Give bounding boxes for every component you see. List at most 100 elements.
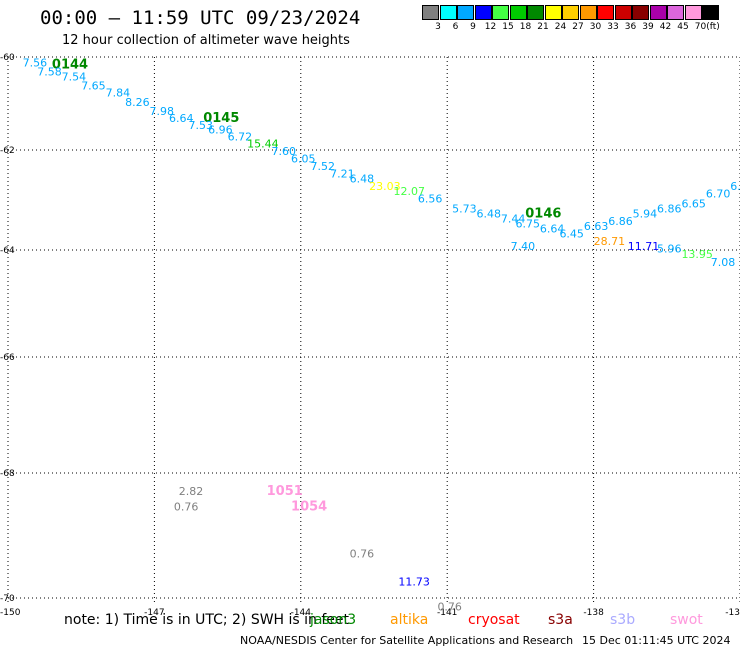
legend-bin-label: 12 xyxy=(484,22,497,32)
pass-time-label: 0144 xyxy=(52,58,88,73)
wave-height-value: 13.95 xyxy=(681,248,713,261)
longitude-label: -141 xyxy=(437,608,457,618)
wave-height-value: 11.73 xyxy=(398,576,430,589)
legend-swatch xyxy=(667,5,684,20)
wave-height-value: 6.05 xyxy=(291,153,316,166)
legend-swatch xyxy=(509,5,527,20)
wave-height-value: 11.71 xyxy=(628,240,660,253)
wave-height-value: 6.70 xyxy=(706,188,731,201)
legend-bin-label: 6 xyxy=(452,22,459,32)
pass-time-label: 1051 xyxy=(267,484,303,499)
latitude-label: -66 xyxy=(0,353,15,363)
wave-height-value: 6.86 xyxy=(608,215,633,228)
legend-swatch xyxy=(422,5,439,20)
legend-bin-label: 39 xyxy=(642,22,654,32)
legend-swatch xyxy=(562,5,579,20)
wave-height-value: 7.40 xyxy=(511,240,536,253)
longitude-label: -144 xyxy=(291,608,312,618)
legend-bin-label: 9 xyxy=(470,22,476,32)
wave-height-value: 0.76 xyxy=(437,601,462,614)
satellite-name: swot xyxy=(670,612,703,628)
wave-height-value: 7.65 xyxy=(81,80,106,93)
pass-time-label: 0146 xyxy=(525,207,561,222)
legend-bin-label: 24 xyxy=(554,22,567,32)
graticule xyxy=(7,56,740,603)
legend-bin-label: 21 xyxy=(537,22,549,32)
legend-unit: (ft) xyxy=(706,22,720,32)
wave-height-value: 7.08 xyxy=(711,256,736,269)
legend-bin-label: 30 xyxy=(589,22,602,32)
latitude-label: -62 xyxy=(0,146,15,156)
latitude-label: -70 xyxy=(0,594,15,604)
wave-height-value: 7.52 xyxy=(311,160,336,173)
wave-height-value: 7.58 xyxy=(37,66,62,79)
wave-height-value: 2.82 xyxy=(179,485,204,498)
pass-time-label: 0145 xyxy=(203,111,239,126)
wave-height-value: 23.03 xyxy=(369,180,401,193)
legend-bin-label: 3 xyxy=(435,22,441,32)
legend-swatch xyxy=(649,5,667,20)
wave-height-value: 28.71 xyxy=(594,235,626,248)
legend-bin-label: 18 xyxy=(519,22,532,32)
legend-bin-label: 33 xyxy=(607,22,619,32)
wave-height-value: 6.40 xyxy=(730,180,740,193)
legend-bin-label: 36 xyxy=(624,22,637,32)
wave-height-value: 6.64 xyxy=(169,112,194,125)
satellite-name: s3b xyxy=(610,612,636,628)
map-subtitle: 12 hour collection of altimeter wave hei… xyxy=(62,33,350,48)
legend-swatch xyxy=(614,5,632,20)
longitude-label: -147 xyxy=(144,608,164,618)
map-title: 00:00 – 11:59 UTC 09/23/2024 xyxy=(40,7,361,29)
satellite-name: altika xyxy=(390,612,429,628)
wave-height-value: 7.84 xyxy=(106,87,131,100)
wave-height-value: 5.73 xyxy=(452,203,477,216)
longitude-label: -13 xyxy=(725,608,740,618)
wave-height-value: 6.72 xyxy=(228,131,253,144)
legend-swatch xyxy=(632,5,649,20)
wave-height-value: 8.26 xyxy=(125,96,149,109)
wave-height-value: 5.96 xyxy=(657,243,682,256)
legend-swatch xyxy=(597,5,614,20)
legend-swatch xyxy=(544,5,562,20)
latitude-label: -68 xyxy=(0,469,15,479)
legend-swatch xyxy=(702,5,719,20)
wave-height-value: 0.76 xyxy=(350,547,375,560)
credit-line: NOAA/NESDIS Center for Satellite Applica… xyxy=(240,634,574,647)
longitude-label: -138 xyxy=(583,608,604,618)
wave-height-value: 6.65 xyxy=(681,198,706,211)
legend-swatch xyxy=(474,5,492,20)
wave-height-value: 6.48 xyxy=(476,208,501,221)
legend-bin-label: 27 xyxy=(572,22,584,32)
pass-time-label: 1054 xyxy=(291,500,327,515)
legend-swatch xyxy=(527,5,544,20)
wave-height-value: 7.53 xyxy=(189,119,214,132)
legend-swatch xyxy=(684,5,702,20)
satellite-name: cryosat xyxy=(468,612,520,628)
wave-height-value: 6.96 xyxy=(208,124,233,137)
wave-height-value: 6.45 xyxy=(559,228,584,241)
wave-height-value: 7.56 xyxy=(23,56,48,69)
legend-bin-label: 70 xyxy=(694,22,707,32)
wave-height-value: 7.21 xyxy=(330,168,355,181)
wave-height-value: 12.07 xyxy=(394,185,426,198)
wave-height-value: 6.64 xyxy=(540,223,565,236)
wave-height-value: 6.56 xyxy=(418,193,443,206)
latitude-label: -60 xyxy=(0,53,15,63)
wave-height-value: 15.44 xyxy=(247,138,279,151)
axis-tick-labels: -60 -62 -64 -66 -68 -70 -150 -147 -144 -141 -138 -1… xyxy=(0,53,740,618)
wave-height-value: 7.98 xyxy=(150,105,175,118)
satellite-name: jason3 xyxy=(310,612,357,628)
longitude-label: -150 xyxy=(0,608,21,618)
generation-timestamp: 15 Dec 01:11:45 UTC 2024 xyxy=(582,634,731,647)
wave-height-value: 6.75 xyxy=(516,218,541,231)
legend-bin-label: 15 xyxy=(502,22,514,32)
wave-height-value: 6.86 xyxy=(657,203,682,216)
legend-bin-label: 45 xyxy=(677,22,689,32)
wave-height-value: 7.60 xyxy=(272,145,297,158)
latitude-label: -64 xyxy=(0,246,15,256)
wave-height-value: 7.44 xyxy=(501,213,526,226)
legend-swatch xyxy=(492,5,509,20)
footnote: note: 1) Time is in UTC; 2) SWH is in fe… xyxy=(64,612,350,628)
legend-swatch xyxy=(439,5,457,20)
